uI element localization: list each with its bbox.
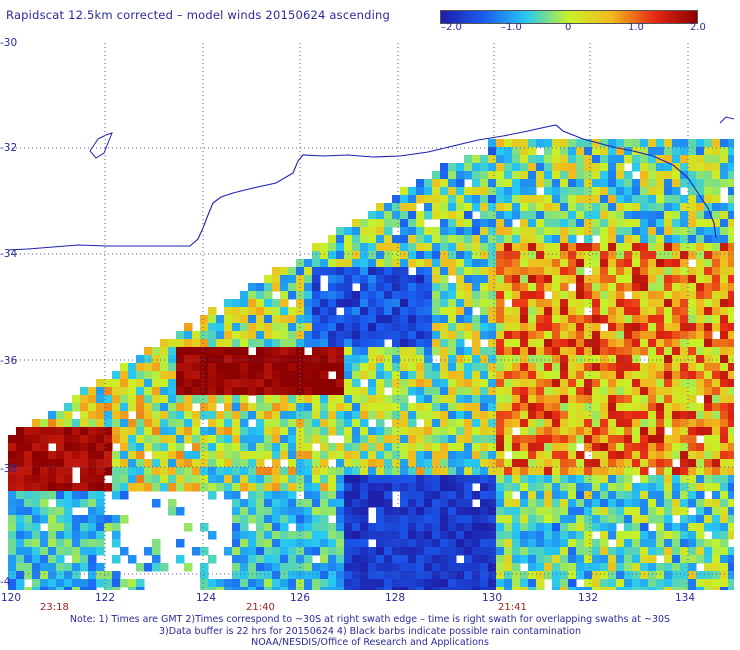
- lat-label: -34: [0, 248, 18, 260]
- wind-difference-cells: [8, 139, 734, 590]
- lon-label: 124: [196, 592, 217, 604]
- colorbar-label: 0: [565, 22, 572, 33]
- graticule: [8, 43, 734, 590]
- lon-label: 130: [482, 592, 503, 604]
- coastline-island: [719, 116, 734, 124]
- colorbar-labels: –2.0 –1.0 0 1.0 2.0: [430, 22, 720, 36]
- plot-title: Rapidscat 12.5km corrected – model winds…: [6, 8, 391, 22]
- footnote-line: 3)Data buffer is 22 hrs for 20150624 4) …: [159, 625, 581, 637]
- colorbar-label: 2.0: [690, 22, 706, 33]
- lon-label: 120: [1, 592, 22, 604]
- lon-label: 128: [385, 592, 406, 604]
- footnotes: Note: 1) Times are GMT 2)Times correspon…: [0, 614, 740, 649]
- footnote-line: Note: 1) Times are GMT 2)Times correspon…: [69, 614, 671, 625]
- colorbar: [440, 10, 698, 24]
- lat-label: -30: [0, 37, 18, 49]
- lat-label: -36: [0, 355, 18, 367]
- map-canvas: [8, 43, 734, 590]
- lon-label: 126: [290, 592, 311, 604]
- lon-label: 134: [675, 592, 696, 604]
- colorbar-label: 1.0: [628, 22, 644, 33]
- coastline: [8, 124, 717, 251]
- swath-time-label: 21:40: [246, 602, 275, 613]
- lon-label: 122: [95, 592, 116, 604]
- lat-label: -38: [0, 463, 18, 475]
- lat-label: -4: [0, 576, 11, 588]
- lon-label: 132: [578, 592, 599, 604]
- footnote-line: NOAA/NESDIS/Office of Research and Appli…: [251, 637, 489, 648]
- colorbar-label: –2.0: [441, 22, 462, 33]
- wind-difference-map: [8, 43, 734, 590]
- colorbar-label: –1.0: [501, 22, 522, 33]
- swath-time-label: 23:18: [40, 602, 69, 613]
- swath-time-label: 21:41: [498, 602, 527, 613]
- lat-label: -32: [0, 142, 18, 154]
- coastline-island: [89, 132, 113, 159]
